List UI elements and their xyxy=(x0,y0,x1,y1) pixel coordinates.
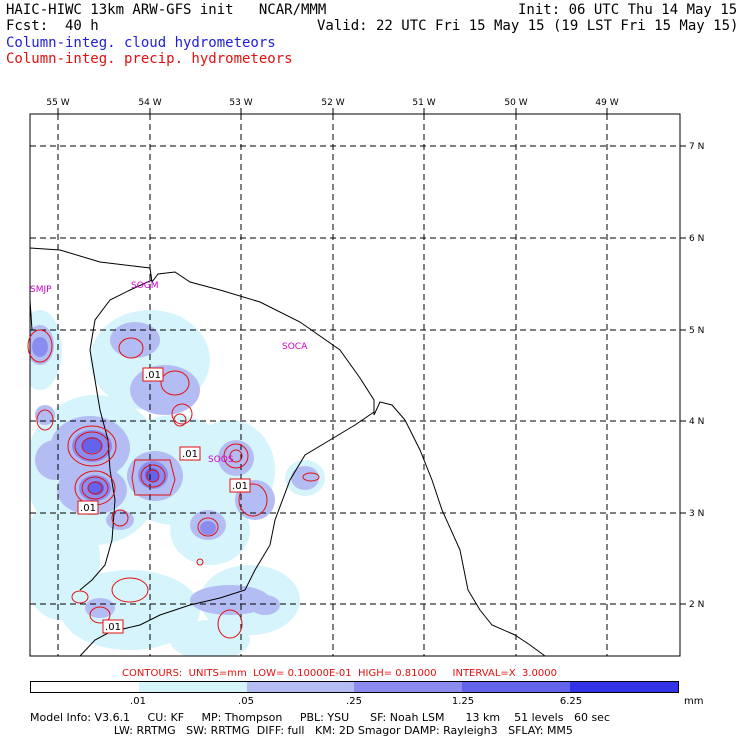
colorbar-unit: mm xyxy=(684,696,704,707)
lon-label: 49 W xyxy=(595,98,618,108)
hydrometeor-shading xyxy=(30,310,325,656)
graticule xyxy=(30,114,680,656)
station-label-soca: SOCA xyxy=(282,342,308,352)
colorbar-tick: 6.25 xyxy=(559,696,583,707)
contour-label-boxes xyxy=(77,367,251,634)
station-label-soos: SOOS xyxy=(208,455,234,465)
contour-label: .01 xyxy=(145,370,161,381)
colorbar-bin xyxy=(138,682,247,692)
contour-label: .01 xyxy=(182,449,198,460)
lon-label: 51 W xyxy=(412,98,435,108)
lat-label: 5 N xyxy=(689,326,704,336)
colorbar-tick: .05 xyxy=(238,696,254,707)
title-left: HAIC-HIWC 13km ARW-GFS init NCAR/MMM xyxy=(6,2,327,18)
axis-ticks xyxy=(57,108,686,605)
colorbar-bin xyxy=(570,682,678,692)
contour-label: .01 xyxy=(232,481,248,492)
colorbar xyxy=(30,681,679,693)
colorbar-bin xyxy=(354,682,463,692)
colorbar-bin xyxy=(31,682,139,692)
legend-precip: Column-integ. precip. hydrometeors xyxy=(6,51,293,67)
lat-label: 3 N xyxy=(689,509,704,519)
model-info-line2: LW: RRTMG SW: RRTMG DIFF: full KM: 2D Sm… xyxy=(30,724,573,737)
coastline xyxy=(29,247,546,657)
lon-label: 54 W xyxy=(138,98,161,108)
contour-label: .01 xyxy=(80,503,96,514)
colorbar-bin xyxy=(462,682,571,692)
lon-label: 53 W xyxy=(229,98,252,108)
lat-label: 4 N xyxy=(689,417,704,427)
forecast-hour: Fcst: 40 h xyxy=(6,18,99,34)
lon-label: 52 W xyxy=(321,98,344,108)
contour-info: CONTOURS: UNITS=mm LOW= 0.10000E-01 HIGH… xyxy=(122,668,557,679)
lat-label: 2 N xyxy=(689,600,704,610)
station-label-sogm: SOGM xyxy=(131,281,159,291)
lon-label: 50 W xyxy=(504,98,527,108)
lat-label: 7 N xyxy=(689,142,704,152)
legend-cloud: Column-integ. cloud hydrometeors xyxy=(6,35,276,51)
colorbar-tick: .25 xyxy=(346,696,362,707)
lat-label: 6 N xyxy=(689,234,704,244)
colorbar-bin xyxy=(246,682,355,692)
contour-label: .01 xyxy=(105,622,121,633)
model-info-line1: Model Info: V3.6.1 CU: KF MP: Thompson P… xyxy=(30,711,610,724)
station-label-smjp: SMJP xyxy=(30,285,52,295)
colorbar-tick: 1.25 xyxy=(451,696,475,707)
lon-label: 55 W xyxy=(46,98,69,108)
colorbar-tick: .01 xyxy=(130,696,146,707)
init-time: Init: 06 UTC Thu 14 May 15 xyxy=(518,2,738,18)
map-frame xyxy=(29,113,681,657)
valid-time: Valid: 22 UTC Fri 15 May 15 (19 LST Fri … xyxy=(317,18,739,34)
precip-contours xyxy=(27,329,320,639)
